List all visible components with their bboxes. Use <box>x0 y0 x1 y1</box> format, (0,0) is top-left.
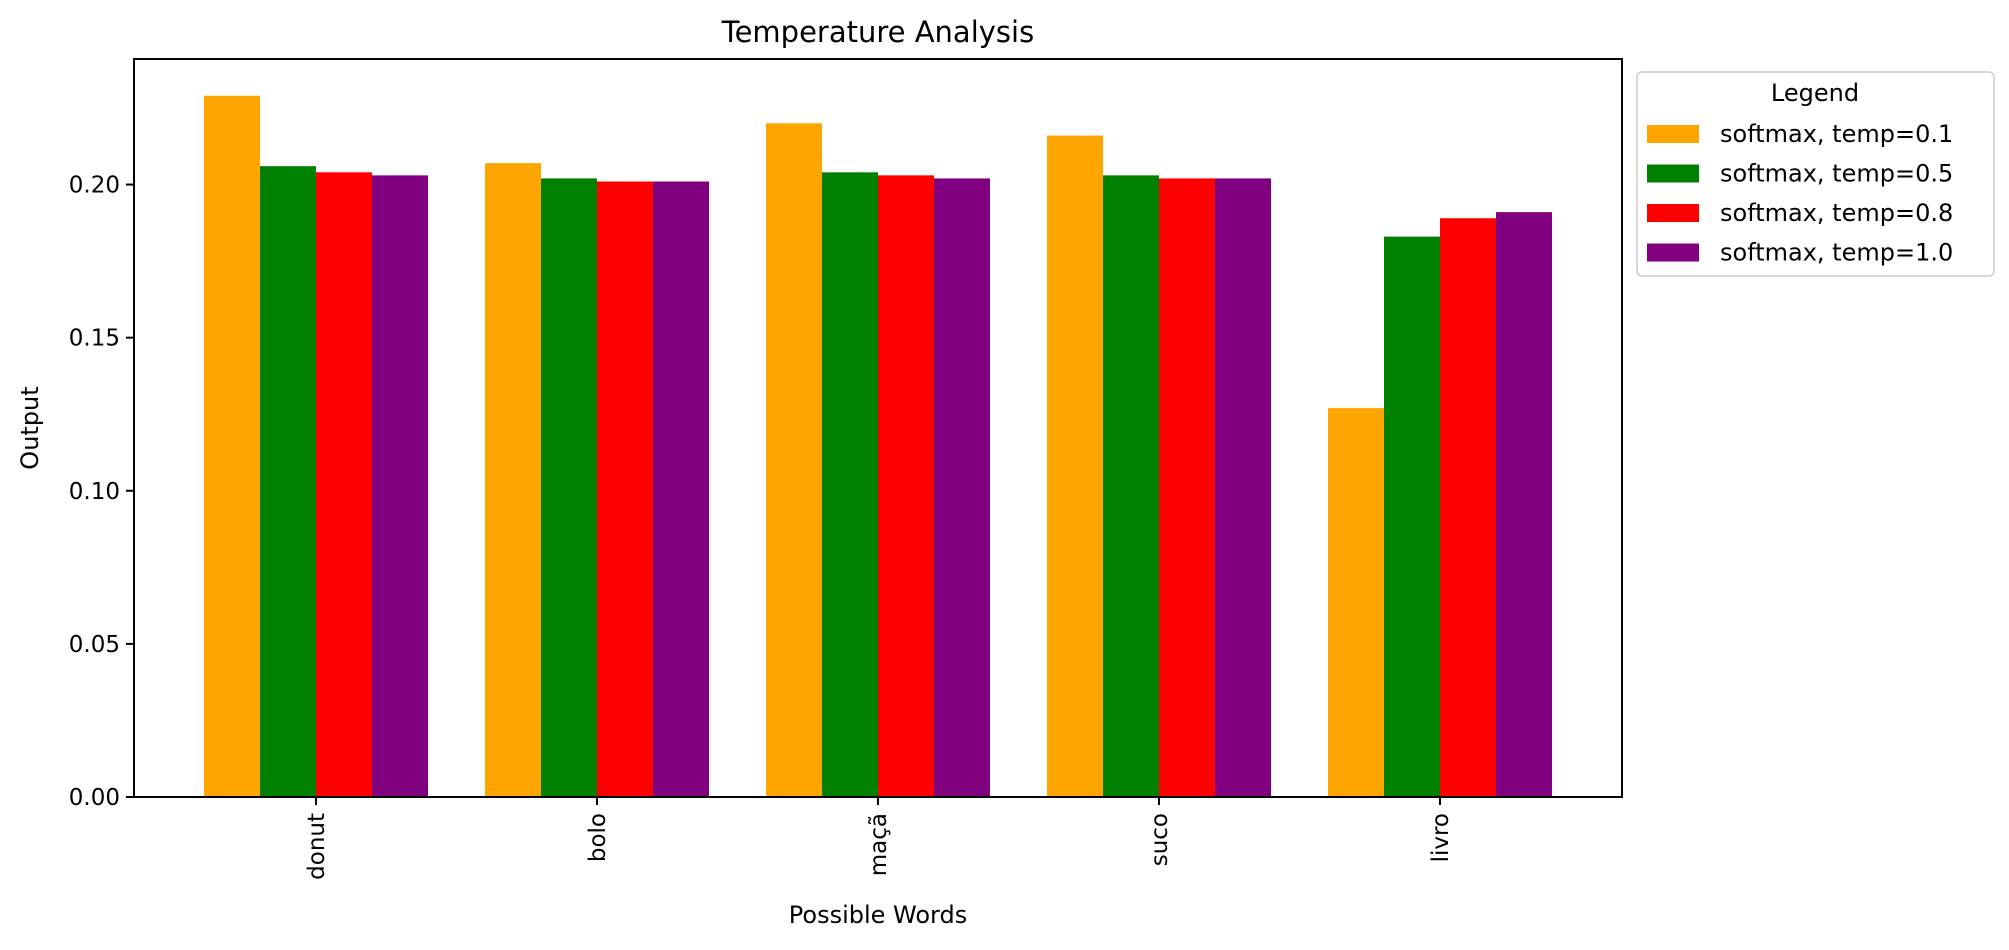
y-tick-label: 0.20 <box>69 173 120 199</box>
bars-group <box>204 95 1552 798</box>
bar-suco-series-2 <box>1103 175 1159 798</box>
bar-suco-series-4 <box>1215 178 1271 798</box>
legend-swatch-series-3 <box>1647 204 1699 222</box>
legend-box <box>1636 71 1995 277</box>
legend-title: Legend <box>1771 79 1859 107</box>
legend-swatch-series-1 <box>1647 125 1699 143</box>
bar-livro-series-4 <box>1496 212 1552 797</box>
legend: Legend softmax, temp=0.1 softmax, temp=0.… <box>1636 71 1995 277</box>
x-tick-label-maçã: maçã <box>866 813 892 876</box>
y-tick-label: 0.15 <box>69 326 120 352</box>
x-tick-label-suco: suco <box>1147 813 1173 866</box>
bar-bolo-series-4 <box>653 181 709 797</box>
legend-label-series-1: softmax, temp=0.1 <box>1720 120 1953 148</box>
y-tick-label: 0.10 <box>69 479 120 505</box>
x-tick-label-bolo: bolo <box>585 813 611 862</box>
bar-bolo-series-2 <box>541 178 597 798</box>
bar-donut-series-2 <box>260 166 316 798</box>
legend-label-series-2: softmax, temp=0.5 <box>1720 160 1953 188</box>
legend-swatch-series-4 <box>1647 243 1699 262</box>
legend-label-series-3: softmax, temp=0.8 <box>1720 199 1953 227</box>
bar-suco-series-3 <box>1159 178 1215 798</box>
legend-swatch-series-2 <box>1647 164 1699 183</box>
bar-maçã-series-2 <box>822 172 878 797</box>
x-tick-label-donut: donut <box>304 813 330 880</box>
bar-suco-series-1 <box>1047 135 1103 797</box>
chart-title: Temperature Analysis <box>721 15 1034 49</box>
y-tick-label: 0.00 <box>69 785 120 811</box>
bar-livro-series-2 <box>1384 236 1440 797</box>
y-axis-label: Output <box>16 386 44 469</box>
x-axis-label: Possible Words <box>789 901 967 929</box>
bar-donut-series-3 <box>316 172 372 797</box>
x-tick-label-livro: livro <box>1428 813 1454 862</box>
bar-livro-series-3 <box>1440 218 1496 797</box>
legend-label-series-4: softmax, temp=1.0 <box>1720 239 1953 267</box>
y-tick-label: 0.05 <box>69 632 120 658</box>
x-axis: donut bolo maçã suco livro <box>304 797 1454 880</box>
bar-donut-series-1 <box>204 95 260 797</box>
bar-livro-series-1 <box>1328 408 1384 797</box>
y-axis: 0.00 0.05 0.10 0.15 0.20 <box>69 173 134 811</box>
bar-bolo-series-3 <box>597 181 653 797</box>
bar-maçã-series-4 <box>934 178 990 798</box>
bar-donut-series-4 <box>372 175 428 798</box>
bar-bolo-series-1 <box>485 163 541 797</box>
bar-maçã-series-3 <box>878 175 934 798</box>
bar-maçã-series-1 <box>766 123 822 797</box>
